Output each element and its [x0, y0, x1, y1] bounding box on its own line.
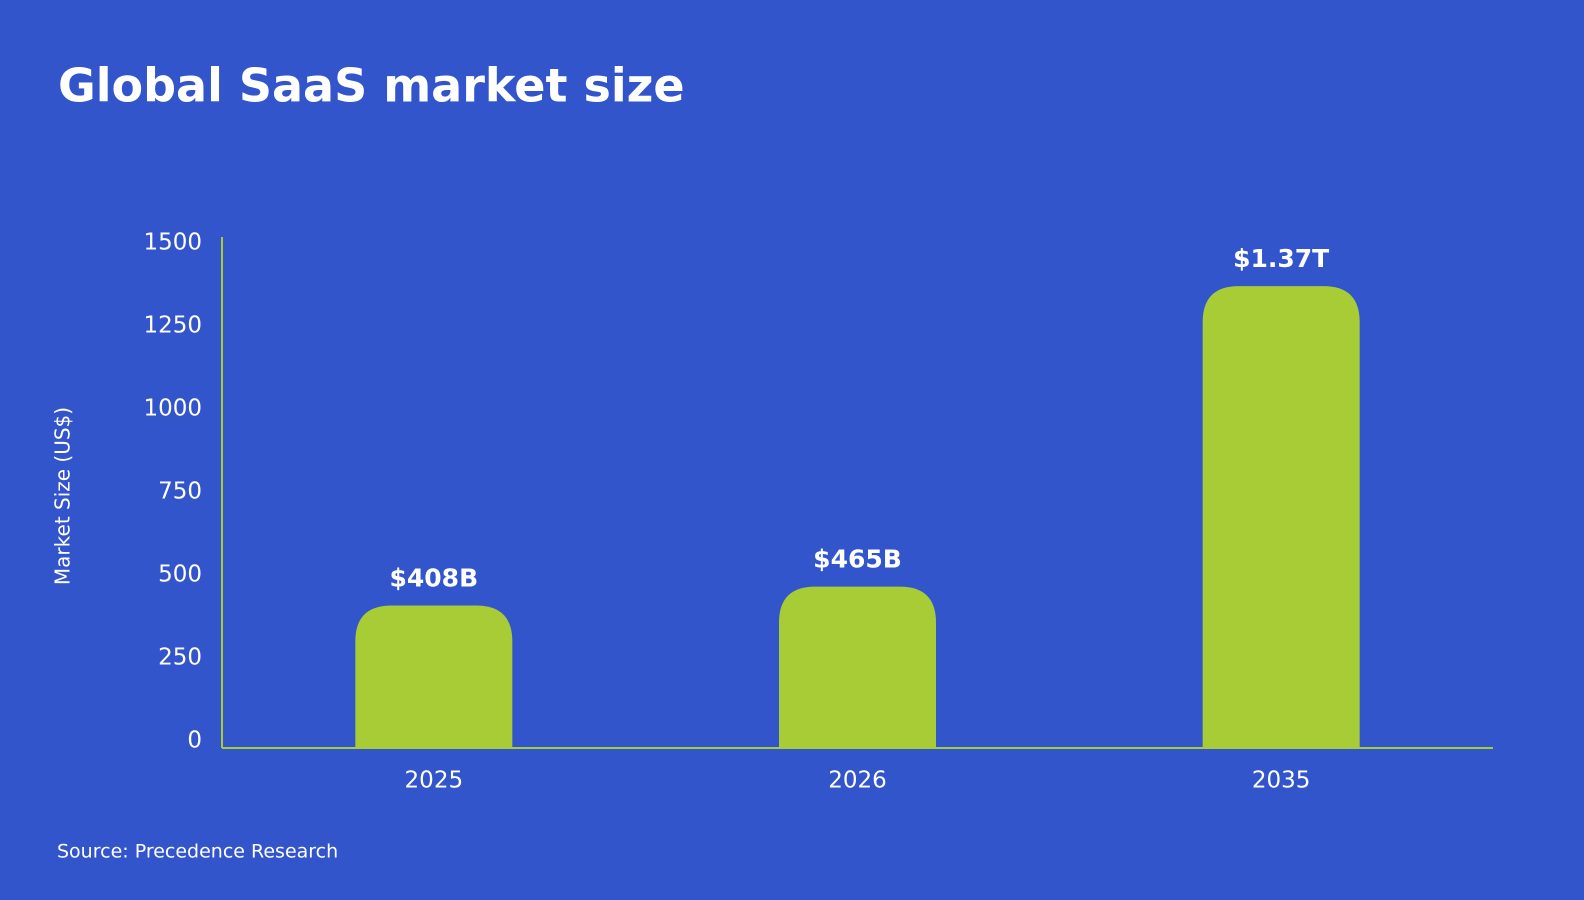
bar	[1202, 286, 1360, 748]
bar	[355, 605, 513, 748]
value-label: $1.37T	[1233, 244, 1329, 273]
y-tick-label: 500	[158, 562, 202, 588]
bar	[779, 586, 936, 748]
x-tick-label: 2035	[1252, 768, 1311, 794]
chart-title: Global SaaS market size	[58, 59, 685, 113]
y-tick-label: 1000	[143, 396, 202, 422]
value-label: $465B	[813, 545, 902, 574]
x-tick-label: 2025	[405, 768, 464, 794]
y-tick-label: 750	[158, 479, 202, 505]
y-tick-label: 1250	[143, 313, 202, 339]
value-label: $408B	[390, 564, 479, 593]
y-tick-label: 0	[187, 728, 202, 754]
y-tick-label: 1500	[143, 230, 202, 256]
y-tick-label: 250	[158, 645, 202, 671]
source: Source: Precedence Research	[57, 841, 338, 863]
x-tick-label: 2026	[828, 768, 887, 794]
y-axis-label: Market Size (US$)	[51, 407, 75, 585]
